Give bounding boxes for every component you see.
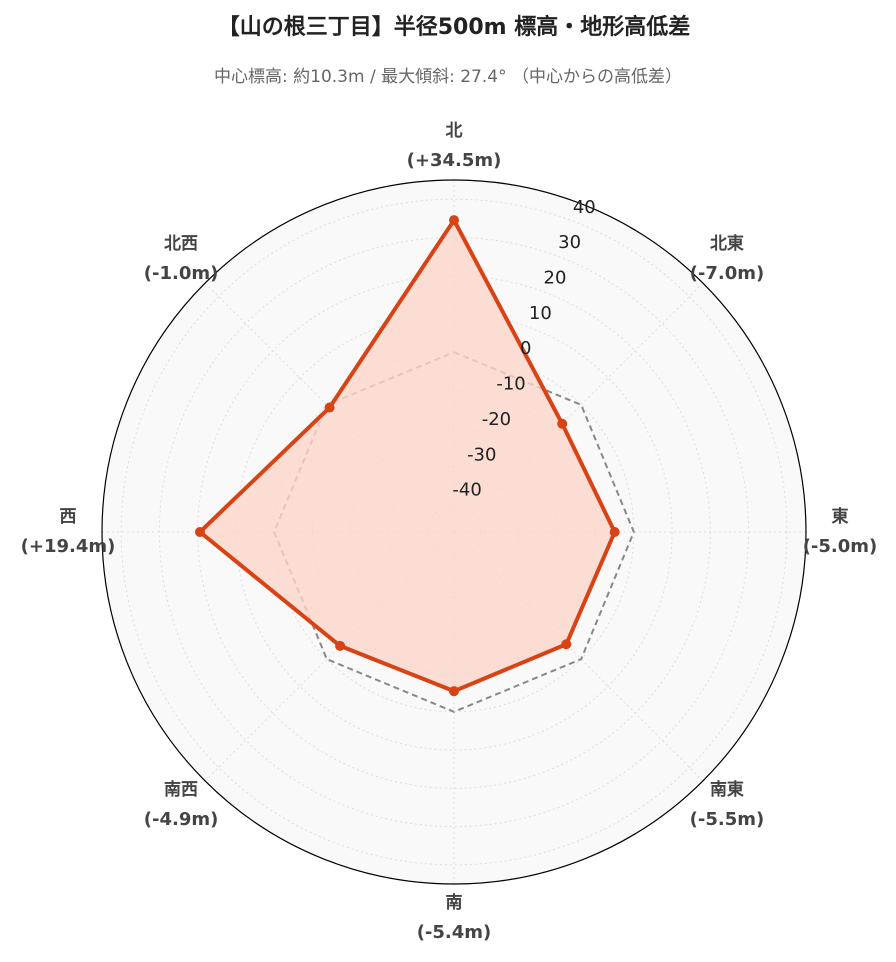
r-tick-label: -20 [482, 409, 511, 430]
r-tick-label: 40 [573, 197, 596, 218]
value-label: (-1.0m) [144, 263, 219, 284]
data-point [335, 640, 346, 651]
r-tick-label: -40 [452, 480, 481, 501]
grid-circle [235, 313, 673, 751]
data-point [561, 639, 572, 650]
chart-subtitle: 中心標高: 約10.3m / 最大傾斜: 27.4° （中心からの高低差） [214, 67, 682, 87]
r-tick-label: -30 [467, 444, 496, 465]
category-label: 北東 [710, 233, 744, 254]
reference-line [273, 351, 635, 713]
angular-grid-line [453, 282, 704, 533]
value-label: (+19.4m) [21, 536, 116, 557]
value-label: (-5.0m) [803, 536, 878, 557]
data-point [557, 418, 568, 429]
category-label: 東 [832, 506, 849, 527]
grid-circle [120, 198, 788, 866]
value-label: (-5.5m) [690, 809, 765, 830]
value-label: (-5.4m) [417, 922, 492, 943]
r-tick-label: 30 [558, 232, 581, 253]
chart-title: 【山の根三丁目】半径500m 標高・地形高低差 [218, 14, 691, 40]
r-tick-label: 0 [520, 338, 531, 359]
angular-grid-line [204, 531, 455, 782]
data-point [449, 215, 459, 226]
r-tick-label: 10 [529, 303, 552, 324]
r-tick-label: 20 [544, 268, 567, 289]
data-point [324, 402, 335, 413]
data-point [609, 527, 620, 537]
value-label: (-4.9m) [144, 809, 219, 830]
category-label: 南西 [164, 779, 198, 800]
category-label: 北西 [164, 234, 198, 254]
data-point [194, 527, 205, 537]
category-label: 南 [446, 892, 463, 913]
grid-circle [158, 236, 750, 828]
data-point [449, 686, 459, 697]
plot-border [101, 179, 807, 885]
category-label: 北 [446, 121, 463, 141]
value-label: (-7.0m) [690, 263, 765, 284]
category-label: 南東 [710, 779, 744, 800]
value-label: (+34.5m) [407, 150, 502, 171]
angular-grid-line [453, 531, 704, 782]
r-tick-label: -10 [496, 374, 525, 395]
category-label: 西 [60, 507, 77, 527]
